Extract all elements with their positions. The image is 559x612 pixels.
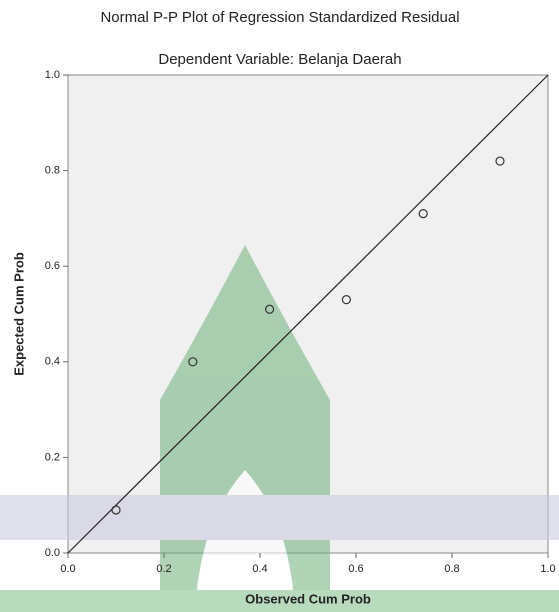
y-axis-label: Expected Cum Prob [11, 252, 26, 376]
chart: Normal P-P Plot of Regression Standardiz… [0, 0, 559, 612]
y-tick-label: 0.2 [45, 451, 60, 463]
x-tick-label: 0.8 [444, 563, 459, 575]
y-tick-label: 1.0 [45, 69, 60, 81]
x-axis-label: Observed Cum Prob [245, 591, 371, 606]
y-tick-label: 0.0 [45, 547, 60, 559]
chart-title: Normal P-P Plot of Regression Standardiz… [100, 9, 459, 26]
y-tick-label: 0.4 [45, 356, 60, 368]
x-tick-label: 0.6 [348, 563, 363, 575]
y-tick-label: 0.8 [45, 165, 60, 177]
x-tick-label: 0.4 [252, 563, 267, 575]
x-tick-label: 1.0 [540, 563, 555, 575]
x-tick-label: 0.2 [156, 563, 171, 575]
y-tick-label: 0.6 [45, 260, 60, 272]
chart-subtitle: Dependent Variable: Belanja Daerah [158, 51, 401, 68]
x-tick-label: 0.0 [60, 563, 75, 575]
watermark-band [0, 495, 559, 540]
